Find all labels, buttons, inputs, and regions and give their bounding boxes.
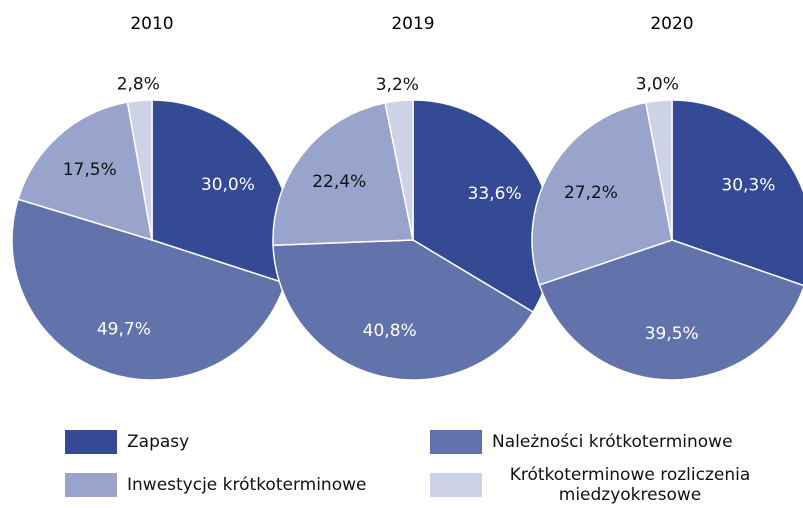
legend-swatch [430,430,482,454]
slice-label: 39,5% [645,324,699,344]
slice-label: 3,0% [636,75,679,95]
pie-slice [272,101,414,247]
pie-slice [272,239,535,381]
slice-label: 49,7% [97,319,151,339]
slice-label: 17,5% [63,160,117,180]
slice-label: 30,3% [721,176,775,196]
slice-label: 27,2% [564,183,618,203]
slice-label: 40,8% [363,321,417,341]
pie-slice [644,99,673,241]
pie-slice [11,198,287,381]
pie-slice [531,101,673,286]
legend-swatch [430,473,482,497]
pie-slice [126,99,153,241]
legend-label: Inwestycje krótkoterminowe [127,475,367,495]
pie-slice [384,99,414,241]
slice-label: 22,4% [312,172,366,192]
legend-label: Krótkoterminowe rozliczenia miedzyokreso… [509,465,751,505]
legend-label: Zapasy [127,432,190,452]
slice-label: 3,2% [376,75,419,95]
pie-title: 2010 [130,14,173,34]
slice-label: 2,8% [117,75,160,95]
slice-label: 33,6% [468,184,522,204]
pie-slice [17,101,153,242]
legend-swatch [65,473,117,497]
legend-swatch [65,430,117,454]
pie-slice [671,99,803,287]
pie-title: 2019 [391,14,434,34]
pie-slice [538,239,803,381]
slice-label: 30,0% [201,175,255,195]
legend-label: Należności krótkoterminowe [492,432,733,452]
pie-title: 2020 [650,14,693,34]
